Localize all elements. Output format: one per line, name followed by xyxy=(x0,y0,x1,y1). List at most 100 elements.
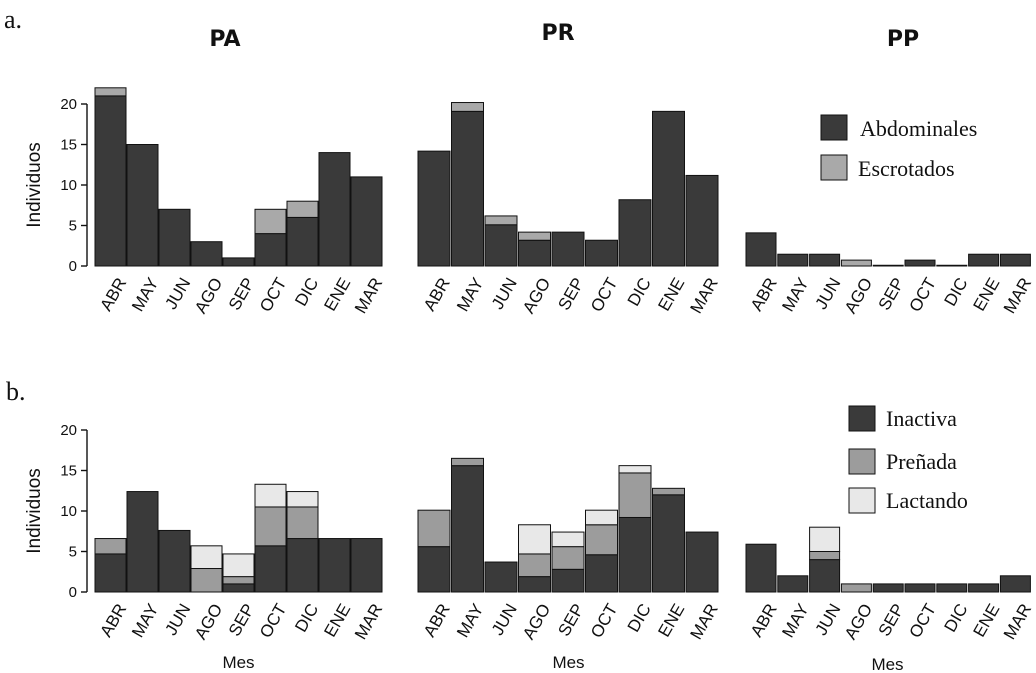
bar-may-abdominales xyxy=(777,253,809,267)
bar-jun-abdominales xyxy=(158,208,191,267)
legend-label-lactando: Lactando xyxy=(886,488,968,513)
bar-sep-inactiva xyxy=(872,583,904,593)
bar-dic-escrotados xyxy=(286,200,319,218)
x-tick-label: ENE xyxy=(970,601,1004,641)
bar-mar-abdominales xyxy=(685,174,719,267)
x-tick-label: JUN xyxy=(811,601,844,639)
x-tick-label: ENE xyxy=(654,601,688,641)
bar-sep-inactiva xyxy=(222,583,255,593)
legend-swatch-lactando xyxy=(848,487,876,514)
x-tick-label: MAY xyxy=(453,275,487,315)
x-tick-label: SEP xyxy=(875,275,908,314)
bar-jun-preada xyxy=(809,551,841,561)
bar-sep-inactiva xyxy=(551,568,585,593)
bar-ago-escrotados xyxy=(518,231,551,241)
y-tick-label: 20 xyxy=(60,96,77,113)
bar-ago-lactando xyxy=(190,545,223,570)
bar-dic-abdominales xyxy=(286,216,319,267)
chart-title-pr: PR xyxy=(541,21,574,46)
y-tick-label: 5 xyxy=(69,544,77,561)
bar-may-abdominales xyxy=(126,144,159,267)
x-tick-label: ENE xyxy=(320,275,354,315)
bar-sep-lactando xyxy=(222,553,255,578)
x-tick-label: AGO xyxy=(841,275,876,317)
y-axis-title: Individuos xyxy=(24,142,45,228)
bar-dic-inactiva xyxy=(936,583,968,593)
bar-abr-preada xyxy=(417,509,451,548)
bar-dic-preada xyxy=(286,506,319,540)
bar-abr-inactiva xyxy=(417,546,451,593)
legend-swatch-abdominales xyxy=(820,114,848,141)
bar-oct-inactiva xyxy=(254,545,287,593)
bar-jun-inactiva xyxy=(158,529,191,593)
x-tick-label: AGO xyxy=(841,601,876,643)
bar-mar-abdominales xyxy=(350,176,383,267)
bar-sep-abdominales xyxy=(551,231,585,267)
x-axis-title: Mes xyxy=(871,655,903,673)
x-tick-label: JUN xyxy=(488,601,521,639)
x-tick-label: DIC xyxy=(624,601,655,636)
chart-title-pp: PP xyxy=(887,27,919,52)
bar-oct-abdominales xyxy=(904,259,936,267)
x-tick-label: JUN xyxy=(488,275,521,313)
bar-may-inactiva xyxy=(451,465,484,593)
bar-ene-preada xyxy=(652,487,685,496)
bar-jun-abdominales xyxy=(809,253,841,267)
bar-may-escrotados xyxy=(451,102,484,112)
bar-ago-inactiva xyxy=(518,576,551,593)
x-tick-label: JUN xyxy=(811,275,844,313)
x-tick-label: ABR xyxy=(747,275,781,315)
x-tick-label: DIC xyxy=(941,275,972,310)
x-tick-label: JUN xyxy=(161,275,194,313)
bar-ago-abdominales xyxy=(190,241,223,267)
bar-dic-abdominales xyxy=(618,199,652,267)
bar-sep-abdominales xyxy=(222,257,255,267)
x-axis-title: Mes xyxy=(222,653,254,672)
y-tick-label: 15 xyxy=(60,137,77,154)
bar-ene-inactiva xyxy=(318,538,351,593)
bar-dic-inactiva xyxy=(286,538,319,593)
x-tick-label: MAY xyxy=(453,601,487,641)
bar-dic-preada xyxy=(618,472,652,518)
bar-sep-escrotados xyxy=(872,264,904,267)
bar-ene-inactiva xyxy=(652,494,685,593)
x-tick-label: DIC xyxy=(941,601,972,636)
x-tick-label: MAR xyxy=(1000,601,1035,643)
y-tick-label: 0 xyxy=(69,258,77,275)
bar-oct-abdominales xyxy=(585,239,618,267)
x-tick-label: MAR xyxy=(687,275,722,317)
bar-abr-abdominales xyxy=(745,232,777,267)
bar-sep-preada xyxy=(551,546,585,570)
bar-abr-abdominales xyxy=(417,150,451,267)
y-tick-label: 10 xyxy=(60,503,77,520)
bar-sep-lactando xyxy=(551,531,585,548)
x-axis-title: Mes xyxy=(552,653,584,672)
bar-ago-preada xyxy=(190,568,223,593)
bar-oct-preada xyxy=(254,506,287,547)
bar-oct-inactiva xyxy=(904,583,936,593)
legend-label-inactiva: Inactiva xyxy=(886,406,957,431)
x-tick-label: OCT xyxy=(587,601,621,642)
bar-abr-abdominales xyxy=(94,95,127,267)
bar-mar-abdominales xyxy=(999,253,1031,267)
bar-oct-escrotados xyxy=(254,208,287,235)
x-tick-label: SEP xyxy=(225,275,258,314)
y-tick-label: 10 xyxy=(60,177,77,194)
chart-title-pa: PA xyxy=(209,27,240,52)
bar-ene-abdominales xyxy=(318,152,351,267)
bar-oct-abdominales xyxy=(254,233,287,267)
x-tick-label: DIC xyxy=(291,275,322,310)
bar-dic-lactando xyxy=(618,465,652,474)
bar-ago-lactando xyxy=(518,524,551,555)
x-tick-label: OCT xyxy=(905,601,939,642)
x-tick-label: ABR xyxy=(96,601,130,641)
bar-ene-inactiva xyxy=(968,583,1000,593)
bar-mar-inactiva xyxy=(685,531,719,593)
legend-label-escrotados: Escrotados xyxy=(858,156,955,181)
bar-dic-inactiva xyxy=(618,516,652,593)
